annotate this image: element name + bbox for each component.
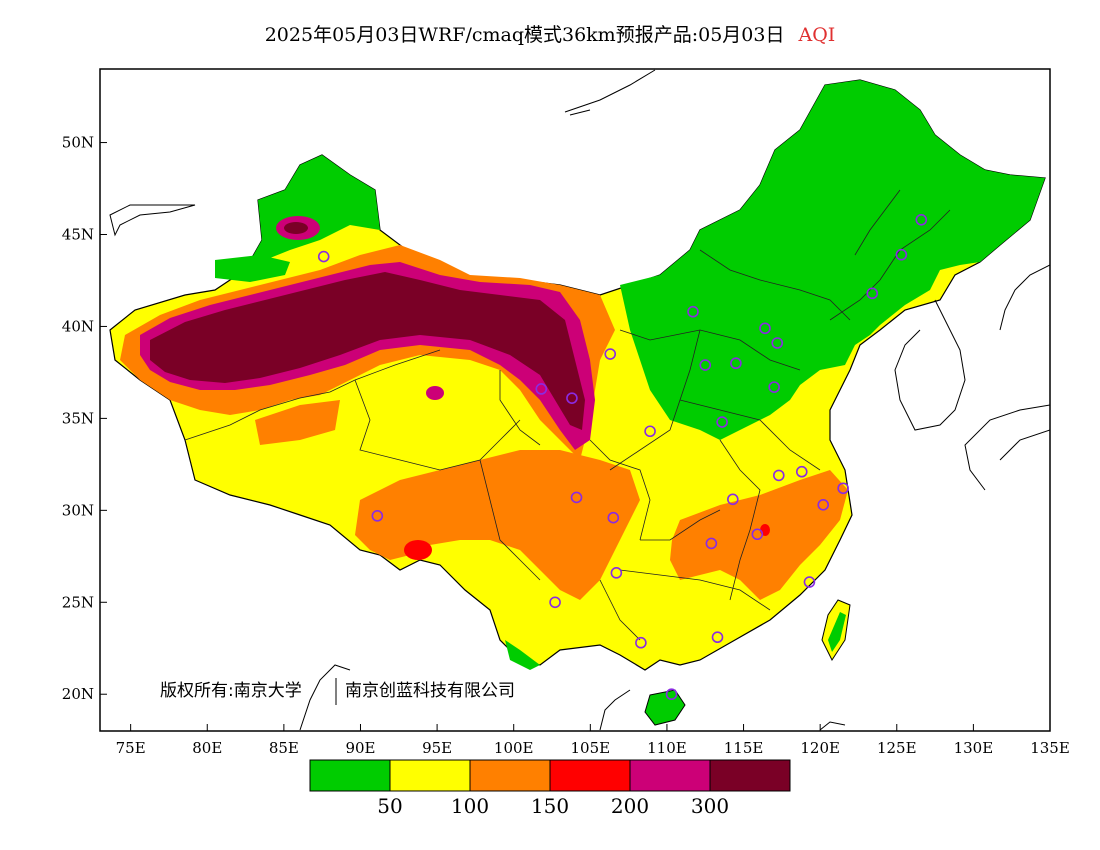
lat-tick-label: 40N — [62, 317, 94, 335]
legend-swatch — [629, 759, 711, 792]
title-variable: AQI — [798, 24, 836, 46]
station-marker — [570, 491, 583, 504]
aqi-region-moderate-southwest — [355, 450, 640, 600]
coastline-north — [109, 69, 656, 237]
station-marker — [866, 287, 879, 300]
station-marker — [837, 482, 849, 495]
lon-tick-label: 100E — [494, 739, 534, 757]
station-marker — [730, 357, 742, 370]
lon-tick-label: 75E — [116, 739, 146, 757]
title-main: 2025年05月03日WRF/cmaq模式36km预报产品:05月03日 — [264, 24, 785, 46]
lon-tick-label: 105E — [571, 739, 611, 757]
lon-tick-label: 125E — [877, 739, 917, 757]
legend-label: 300 — [691, 794, 729, 818]
station-marker — [535, 383, 548, 395]
aqi-region-hainan — [644, 689, 686, 726]
lat-tick-label: 30N — [62, 501, 94, 519]
lat-tick-label: 50N — [62, 134, 94, 152]
aqi-spot-qinghai — [426, 386, 444, 400]
station-marker — [727, 493, 739, 506]
station-marker — [549, 596, 561, 609]
lon-tick-label: 130E — [954, 739, 994, 757]
legend-label: 200 — [611, 794, 649, 818]
legend-swatch — [309, 759, 391, 792]
station-marker — [635, 636, 647, 649]
color-legend: 50 100 150 200 300 — [309, 759, 791, 818]
station-marker — [771, 337, 784, 349]
lon-tick-label: 80E — [192, 739, 222, 757]
station-marker — [817, 499, 830, 511]
station-marker — [699, 359, 712, 371]
station-marker — [566, 392, 578, 404]
station-marker — [895, 248, 908, 261]
lon-tick-label: 120E — [800, 739, 840, 757]
aqi-region-good-northeast — [620, 80, 1045, 440]
station-marker — [915, 213, 928, 226]
lat-tick-label: 45N — [62, 226, 94, 244]
aqi-region-hazardous — [150, 272, 585, 430]
latitude-axis: 20N 25N 30N 35N 40N 45N 50N — [62, 134, 107, 703]
aqi-region-moderate-central — [255, 400, 340, 445]
lat-tick-label: 35N — [62, 409, 94, 427]
station-marker — [610, 567, 623, 579]
station-marker — [716, 416, 728, 428]
station-marker — [665, 688, 678, 701]
copyright-right: 南京创蓝科技有限公司 — [345, 681, 515, 701]
station-marker — [705, 537, 718, 550]
coastline-korea — [894, 299, 966, 431]
lon-tick-label: 135E — [1030, 739, 1070, 757]
map-area — [109, 69, 1050, 731]
station-marker — [759, 322, 771, 335]
province-borders — [184, 189, 951, 641]
legend-label: 50 — [377, 794, 402, 818]
legend-swatch — [549, 759, 631, 792]
aqi-spot-north-xinjiang-core — [284, 222, 308, 234]
aqi-region-moderate-southeast — [670, 470, 848, 600]
legend-label: 150 — [531, 794, 569, 818]
station-marker — [751, 528, 764, 541]
lat-tick-label: 25N — [62, 593, 94, 611]
aqi-region-good-south — [505, 640, 540, 670]
station-marker — [607, 511, 620, 524]
aqi-region-taiwan-good — [828, 612, 846, 652]
legend-swatch — [709, 759, 791, 792]
longitude-axis: 75E 80E 85E 90E 95E 100E 105E 110E 115E 120E 125E 1… — [116, 724, 1070, 757]
aqi-spot-tibet-south — [404, 540, 432, 560]
coastline-southeast-asia — [299, 664, 846, 731]
lon-tick-label: 90E — [345, 739, 375, 757]
aqi-region-good-northwest — [245, 155, 380, 270]
station-markers — [317, 213, 928, 701]
map-frame — [99, 68, 1051, 732]
aqi-spot-jiangxi — [760, 524, 770, 536]
station-marker — [644, 425, 656, 438]
station-marker — [768, 381, 780, 393]
aqi-region-good-west-band — [215, 255, 290, 282]
lon-tick-label: 85E — [269, 739, 299, 757]
station-marker — [711, 631, 724, 644]
station-marker — [604, 348, 617, 360]
legend-swatch — [469, 759, 551, 792]
station-marker — [687, 305, 699, 318]
coastline-japan — [964, 264, 1050, 491]
station-marker — [803, 576, 816, 588]
legend-swatch — [389, 759, 471, 792]
station-marker — [795, 465, 808, 478]
legend-label: 100 — [451, 794, 489, 818]
station-marker — [317, 250, 330, 263]
lon-tick-label: 115E — [724, 739, 764, 757]
map-title: 2025年05月03日WRF/cmaq模式36km预报产品:05月03日 AQI — [0, 20, 1100, 47]
station-marker — [772, 469, 785, 482]
lat-tick-label: 20N — [62, 685, 94, 703]
lon-tick-label: 110E — [647, 739, 687, 757]
lon-tick-label: 95E — [422, 739, 452, 757]
station-marker — [371, 510, 384, 522]
copyright-left: 版权所有:南京大学 — [160, 681, 302, 701]
